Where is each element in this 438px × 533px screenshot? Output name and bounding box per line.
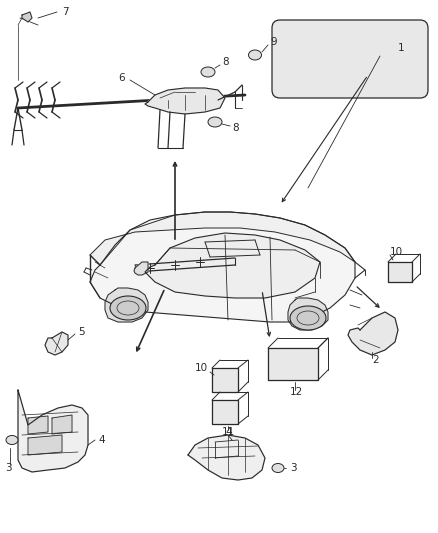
Ellipse shape [201,67,215,77]
Polygon shape [188,435,265,480]
Text: 10: 10 [390,247,403,257]
Ellipse shape [290,306,326,330]
Text: 11: 11 [222,427,235,437]
Ellipse shape [272,464,284,472]
Ellipse shape [248,50,261,60]
Polygon shape [288,298,328,330]
Text: 9: 9 [270,37,277,47]
Text: 7: 7 [62,7,69,17]
Text: 6: 6 [118,73,125,83]
Polygon shape [145,233,320,298]
Text: 3: 3 [5,463,12,473]
Polygon shape [90,212,355,265]
Text: 4: 4 [98,435,105,445]
Ellipse shape [110,296,146,320]
Text: 2: 2 [372,355,378,365]
Text: 12: 12 [290,387,303,397]
Polygon shape [388,262,412,282]
Polygon shape [212,400,238,424]
Text: 4: 4 [225,427,232,437]
Polygon shape [90,212,355,322]
Ellipse shape [6,435,18,445]
Polygon shape [348,312,398,355]
Text: 3: 3 [290,463,297,473]
Text: 10: 10 [195,363,208,373]
Polygon shape [28,416,48,434]
Polygon shape [134,262,148,275]
Text: 1: 1 [398,43,405,53]
Polygon shape [22,12,32,22]
Polygon shape [105,288,148,322]
Text: 5: 5 [78,327,85,337]
Polygon shape [212,368,238,392]
FancyBboxPatch shape [272,20,428,98]
Polygon shape [52,415,72,434]
Polygon shape [268,348,318,380]
Text: 8: 8 [232,123,239,133]
Polygon shape [45,332,68,355]
Text: 8: 8 [222,57,229,67]
Polygon shape [145,88,225,114]
Ellipse shape [208,117,222,127]
Polygon shape [18,390,88,472]
Polygon shape [28,435,62,455]
